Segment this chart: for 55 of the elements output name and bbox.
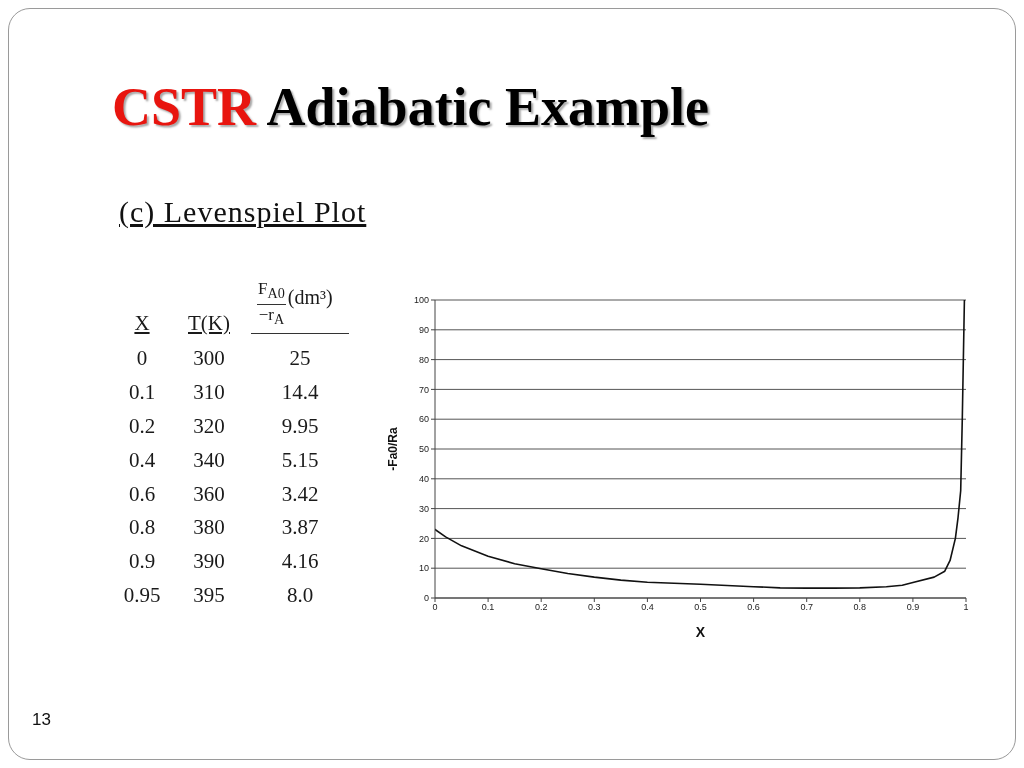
data-label: 380 (193, 515, 225, 540)
data-label: 5.15 (281, 447, 319, 472)
y-tick-label: 30 (418, 503, 429, 514)
category-label: 0.1 (128, 380, 156, 405)
y-tick-label: 100 (413, 295, 429, 306)
data-label: 25 (289, 346, 311, 371)
y-tick-label: 70 (418, 384, 429, 395)
data-label: 9.95 (281, 413, 319, 438)
text: T(K) (188, 311, 230, 335)
category-label: 0.8 (128, 515, 156, 540)
data-label: 340 (193, 447, 225, 472)
data-label: 8.0 (286, 582, 314, 607)
x-tick-label: 0.6 (747, 602, 760, 613)
y-tick-label: 80 (418, 354, 429, 365)
data-label: 300 (193, 346, 225, 371)
x-axis-title: X (695, 624, 706, 640)
y-tick-label: 90 (418, 324, 429, 335)
x-tick-label: 0.2 (534, 602, 548, 613)
x-tick-label: 0 (432, 602, 438, 613)
category-label: 0.6 (128, 481, 156, 506)
data-label: 390 (193, 549, 225, 574)
data-label: 3.42 (281, 481, 319, 506)
x-tick-label: 0.7 (800, 602, 813, 613)
x-tick-label: 0.4 (641, 602, 654, 613)
category-label: 0.95 (123, 582, 161, 607)
y-tick-label: 0 (423, 593, 429, 604)
x-tick-label: 0.1 (481, 602, 495, 613)
text: 13 (32, 710, 51, 729)
chart-subtitle: (c) Levenspiel Plot (119, 195, 367, 228)
x-tick-label: 0.5 (694, 602, 707, 613)
y-tick-label: 40 (418, 473, 429, 484)
data-label: 14.4 (281, 380, 319, 405)
text: F$_{A0}$ −r$_{A}$ (dm³) (258, 279, 333, 327)
y-tick-label: 50 (418, 444, 429, 455)
y-tick-label: 60 (418, 414, 429, 425)
y-tick-label: 10 (418, 563, 429, 574)
data-label: 310 (193, 380, 225, 405)
x-tick-label: 0.8 (853, 602, 867, 613)
category-label: 0.4 (128, 447, 156, 472)
x-tick-label: 1 (963, 602, 969, 613)
line-series (435, 300, 966, 589)
x-tick-label: 0.9 (906, 602, 920, 613)
data-label: 3.87 (281, 515, 319, 540)
y-axis-title: -Fa0/Ra (386, 427, 401, 471)
chart-title: CSTR Adiabatic Example (112, 77, 710, 137)
category-label: 0.9 (128, 549, 156, 574)
category-label: 0 (136, 346, 148, 371)
data-label: 4.16 (281, 549, 319, 574)
text: X (134, 311, 150, 335)
x-tick-label: 0.3 (588, 602, 601, 613)
data-label: 360 (193, 481, 225, 506)
data-label: 320 (193, 413, 225, 438)
y-tick-label: 20 (418, 533, 429, 544)
data-label: 395 (193, 582, 225, 607)
category-label: 0.2 (128, 413, 156, 438)
